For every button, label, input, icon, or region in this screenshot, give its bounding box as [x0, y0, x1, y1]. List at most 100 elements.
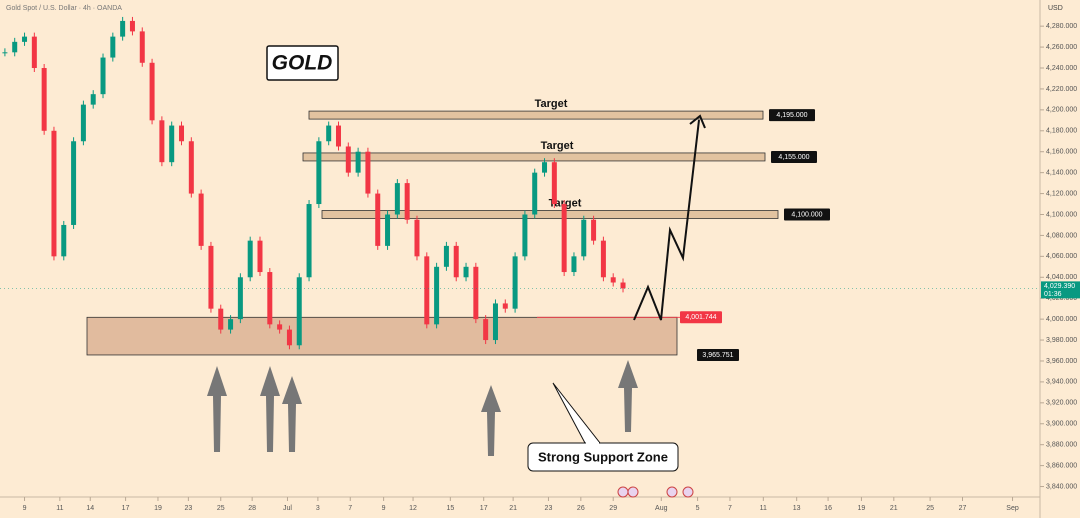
- candle: [208, 245, 214, 309]
- y-tick-label: 4,160.000: [1046, 149, 1077, 156]
- x-tick-label: Jul: [283, 505, 292, 512]
- event-icon: [682, 486, 694, 498]
- candle: [90, 94, 96, 105]
- candle: [169, 125, 175, 163]
- x-tick-label: 14: [86, 505, 94, 512]
- candle: [394, 183, 400, 215]
- candle: [139, 31, 145, 63]
- y-axis-label: USD: [1048, 5, 1063, 12]
- candle: [71, 141, 77, 225]
- candle: [463, 266, 469, 278]
- candle: [267, 272, 273, 325]
- candle: [492, 303, 498, 341]
- candles: [0, 16, 1040, 350]
- candle: [198, 193, 204, 246]
- y-tick-label: 4,180.000: [1046, 128, 1077, 135]
- candle: [610, 277, 616, 283]
- target-zone: [302, 152, 766, 162]
- y-tick-label: 4,080.000: [1046, 232, 1077, 239]
- x-tick-label: 13: [793, 505, 801, 512]
- candle: [453, 245, 459, 278]
- target-zone: [321, 210, 779, 219]
- candle: [600, 240, 606, 278]
- x-tick-label: 19: [154, 505, 162, 512]
- arrow: [481, 385, 501, 456]
- candle: [522, 214, 528, 257]
- y-tick-label: 4,140.000: [1046, 169, 1077, 176]
- x-tick-label: 17: [122, 505, 130, 512]
- y-tick-label: 4,240.000: [1046, 65, 1077, 72]
- candle: [561, 204, 567, 273]
- zones: Target 4,195.000 Target 4,155.000 Target 4,10…: [86, 98, 830, 361]
- last-price-tag: [1041, 281, 1080, 299]
- candle: [502, 303, 508, 309]
- y-tick-label: 3,860.000: [1046, 462, 1077, 469]
- x-tick-label: 17: [480, 505, 488, 512]
- x-tick-label: 7: [348, 505, 352, 512]
- candle: [473, 266, 479, 320]
- price-tag: [771, 150, 817, 163]
- y-tick-label: 4,040.000: [1046, 274, 1077, 281]
- candle: [218, 308, 224, 330]
- candle: [375, 193, 381, 246]
- candle: [355, 151, 361, 173]
- x-tick-label: 11: [760, 505, 767, 512]
- callout-text: Strong Support Zone: [538, 449, 668, 464]
- y-tick-label: 4,280.000: [1046, 23, 1077, 30]
- arrows: [207, 360, 638, 456]
- x-tick-label: 11: [56, 505, 63, 512]
- x-tick-label: 12: [409, 505, 417, 512]
- candle: [542, 162, 548, 173]
- y-tick-label: 4,260.000: [1046, 44, 1077, 51]
- candle: [110, 36, 116, 58]
- candle: [483, 319, 489, 341]
- candle: [100, 57, 106, 95]
- label-box: [266, 45, 339, 81]
- candle: [512, 256, 518, 309]
- price-tag: [680, 311, 722, 324]
- y-tick-label: 4,200.000: [1046, 107, 1077, 114]
- candle: [51, 130, 57, 257]
- y-tick-label: 3,960.000: [1046, 358, 1077, 365]
- x-tick-label: 21: [509, 505, 517, 512]
- candle: [591, 219, 597, 241]
- y-tick-label: 4,220.000: [1046, 86, 1077, 93]
- y-tick-label: 4,120.000: [1046, 190, 1077, 197]
- x-tick-label: 9: [382, 505, 386, 512]
- candle: [12, 41, 18, 53]
- target-label: Target: [541, 140, 574, 152]
- x-tick-label: 27: [959, 505, 967, 512]
- candle: [345, 146, 351, 173]
- candle: [414, 219, 420, 257]
- target-zone: [308, 110, 764, 120]
- y-tick-label: 4,060.000: [1046, 253, 1077, 260]
- candle: [443, 245, 449, 267]
- candle: [159, 120, 165, 163]
- x-tick-label: 9: [23, 505, 27, 512]
- x-tick-label: 19: [858, 505, 866, 512]
- projection-arrowhead: [689, 114, 706, 129]
- candle: [365, 151, 371, 194]
- target-label: Target: [535, 98, 568, 110]
- last-price-label: 4,029.390: [1044, 283, 1075, 290]
- candle: [286, 329, 292, 346]
- x-tick-label: 26: [577, 505, 585, 512]
- candle: [424, 256, 430, 325]
- callout-box: [527, 442, 679, 472]
- candle: [179, 125, 185, 142]
- candle: [571, 256, 577, 273]
- y-tick-label: 3,880.000: [1046, 442, 1077, 449]
- candle: [129, 20, 135, 32]
- candle: [335, 125, 341, 147]
- candle: [61, 224, 67, 257]
- chart-title: Gold Spot / U.S. Dollar · 4h · OANDA: [6, 5, 122, 12]
- candle: [31, 36, 37, 69]
- candle: [120, 20, 126, 37]
- event-icon: [617, 486, 629, 498]
- x-tick-label: 25: [217, 505, 225, 512]
- arrow: [260, 366, 280, 452]
- x-tick-label: 28: [248, 505, 256, 512]
